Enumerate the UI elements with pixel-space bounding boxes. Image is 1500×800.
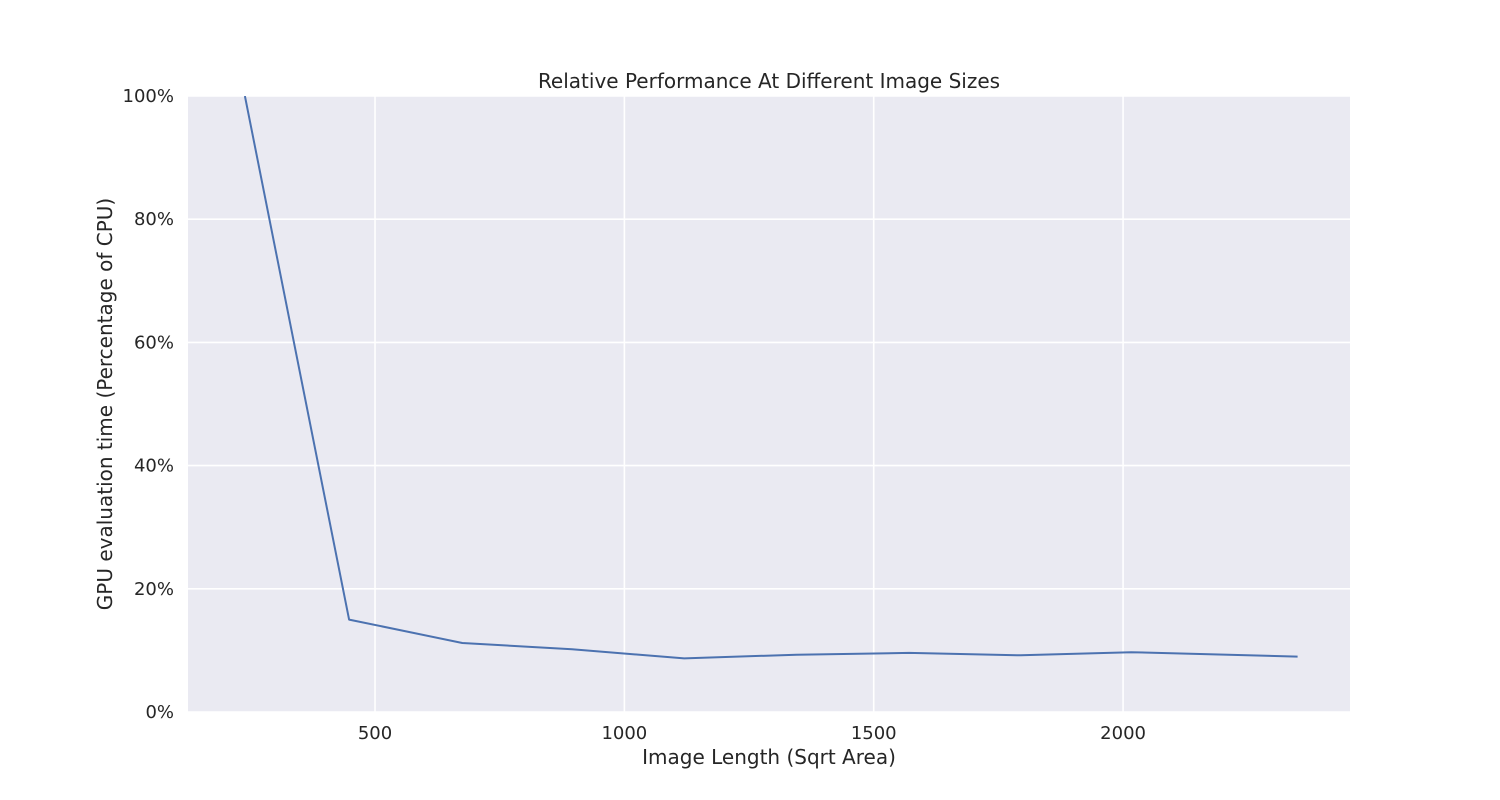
x-tick-label: 1500 [851,723,897,744]
y-tick-label: 80% [134,209,174,230]
plot-area [188,96,1350,712]
series-layer [243,96,1298,660]
y-tick-label: 100% [123,86,174,107]
y-tick-label: 40% [134,456,174,477]
y-tick-labels: 0% 20% 40% 60% 80% 100% [123,86,174,723]
x-tick-label: 1000 [601,723,647,744]
x-tick-labels: 500 1000 1500 2000 [358,723,1146,744]
y-tick-label: 20% [134,579,174,600]
y-axis-label: GPU evaluation time (Percentage of CPU) [93,198,117,610]
x-axis-label: Image Length (Sqrt Area) [642,745,896,769]
y-tick-label: 0% [145,702,174,723]
x-tick-label: 500 [358,723,392,744]
x-tick-label: 2000 [1100,723,1146,744]
series-line [243,96,1298,660]
grid-lines [188,95,1350,713]
y-tick-label: 60% [134,332,174,353]
chart-title: Relative Performance At Different Image … [538,69,1000,93]
